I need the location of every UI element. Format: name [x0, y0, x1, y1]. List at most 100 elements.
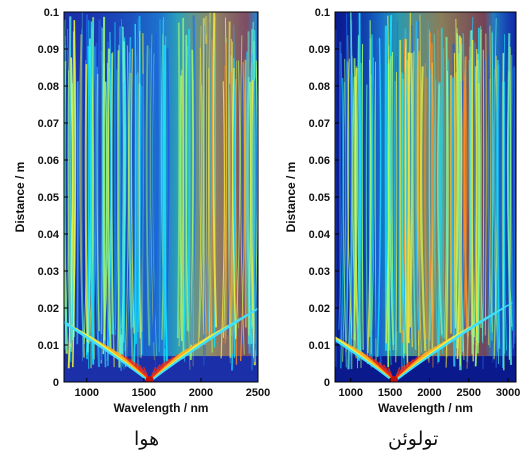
- y-tick-label: 0.1: [315, 7, 330, 19]
- filament-streak: [102, 16, 106, 341]
- y-tick-label: 0.05: [309, 192, 330, 204]
- left-panel-caption: هوا: [134, 428, 160, 450]
- filament-streak: [424, 63, 428, 340]
- y-tick-label: 0.06: [38, 155, 59, 167]
- source-fan-line: [374, 358, 415, 382]
- filament-streak: [94, 42, 99, 332]
- y-tick-label: 0.05: [38, 192, 59, 204]
- filament-streak: [97, 19, 103, 361]
- filament-streak: [342, 81, 348, 368]
- x-tick-label: 1000: [338, 387, 362, 399]
- filament-streak: [204, 34, 208, 345]
- filament-streak: [507, 33, 513, 365]
- filament-streak: [128, 72, 134, 364]
- y-tick-label: 0.04: [309, 229, 331, 241]
- filament-streak: [253, 80, 257, 351]
- filament-streak: [442, 48, 445, 354]
- x-tick-label: 2500: [457, 387, 481, 399]
- filament-streak: [145, 45, 151, 346]
- filament-streak: [492, 71, 496, 363]
- filament-streak: [470, 30, 474, 355]
- filament-streak: [240, 35, 245, 355]
- filament-streak: [138, 30, 142, 358]
- filament-streak: [501, 81, 504, 356]
- filament-streak: [76, 81, 79, 345]
- filament-streak: [484, 33, 487, 336]
- filament-streak: [212, 12, 218, 328]
- x-tick-label: 1500: [132, 387, 156, 399]
- source-fan-line: [382, 364, 406, 382]
- x-axis-label: Wavelength / nm: [378, 401, 473, 415]
- filament-streak: [358, 13, 361, 361]
- x-tick-label: 3000: [496, 387, 520, 399]
- filament-streak: [434, 79, 439, 359]
- filament-streak: [152, 33, 159, 343]
- filament-streak: [404, 39, 409, 367]
- y-axis-label: Distance / m: [284, 162, 298, 233]
- filament-streak: [402, 70, 408, 331]
- filament-streak: [499, 49, 501, 367]
- filament-streak: [164, 36, 168, 362]
- filament-streak: [88, 77, 94, 344]
- filament-streak: [104, 63, 109, 333]
- filament-streak: [158, 19, 162, 352]
- filament-streak: [376, 38, 382, 358]
- filament-streak: [71, 20, 76, 368]
- source-fan-line: [125, 356, 175, 382]
- filament-streak: [161, 19, 166, 367]
- filament-streak: [396, 56, 399, 332]
- filament-streak: [135, 55, 137, 347]
- y-tick-label: 0.02: [309, 303, 330, 315]
- filament-streak: [80, 28, 84, 352]
- filament-streak: [187, 28, 191, 332]
- filament-streak: [443, 36, 448, 339]
- y-tick-label: 0.01: [309, 340, 330, 352]
- filament-streak: [124, 45, 129, 368]
- filament-streak: [190, 15, 196, 345]
- filament-streak: [100, 27, 104, 335]
- y-tick-label: 0: [53, 377, 59, 389]
- filament-streak: [426, 21, 430, 344]
- filament-streak: [341, 58, 347, 362]
- y-tick-label: 0.02: [38, 303, 59, 315]
- filament-streak: [451, 77, 456, 367]
- filament-streak: [454, 72, 459, 350]
- filament-streak: [123, 81, 126, 352]
- filament-streak: [244, 59, 247, 328]
- source-fan-line: [64, 307, 258, 382]
- y-tick-label: 0.1: [44, 7, 59, 19]
- filament-streak: [240, 61, 246, 361]
- filament-streak: [487, 25, 492, 345]
- filament-streak: [361, 44, 364, 350]
- y-tick-label: 0.04: [38, 229, 60, 241]
- filament-streak: [126, 54, 132, 367]
- filament-streak: [436, 84, 443, 335]
- filament-streak: [454, 33, 460, 329]
- filament-streak: [235, 60, 241, 337]
- filament-streak: [388, 56, 395, 351]
- filament-streak: [84, 64, 89, 343]
- filament-streak: [249, 69, 253, 347]
- filament-streak: [89, 21, 95, 365]
- filament-streak: [348, 74, 353, 370]
- filament-streak: [117, 50, 121, 368]
- filament-streak: [510, 68, 514, 361]
- filament-streak: [466, 60, 471, 362]
- filament-streak: [68, 19, 72, 344]
- filament-streak: [414, 21, 420, 331]
- filament-streak: [388, 14, 395, 345]
- filament-streak: [428, 74, 435, 341]
- heatmap-0: [64, 12, 258, 382]
- filament-streak: [232, 67, 237, 340]
- y-tick-label: 0.03: [38, 266, 59, 278]
- source-fan-line: [335, 301, 513, 382]
- filament-streak: [127, 52, 133, 329]
- source-fan-line: [378, 361, 410, 382]
- source-fan-line: [387, 366, 401, 382]
- filament-streak: [463, 71, 468, 329]
- filament-streak: [252, 29, 256, 331]
- filament-streak: [354, 68, 360, 354]
- filament-streak: [446, 59, 450, 358]
- filament-streak: [476, 83, 481, 354]
- filament-streak: [176, 22, 181, 339]
